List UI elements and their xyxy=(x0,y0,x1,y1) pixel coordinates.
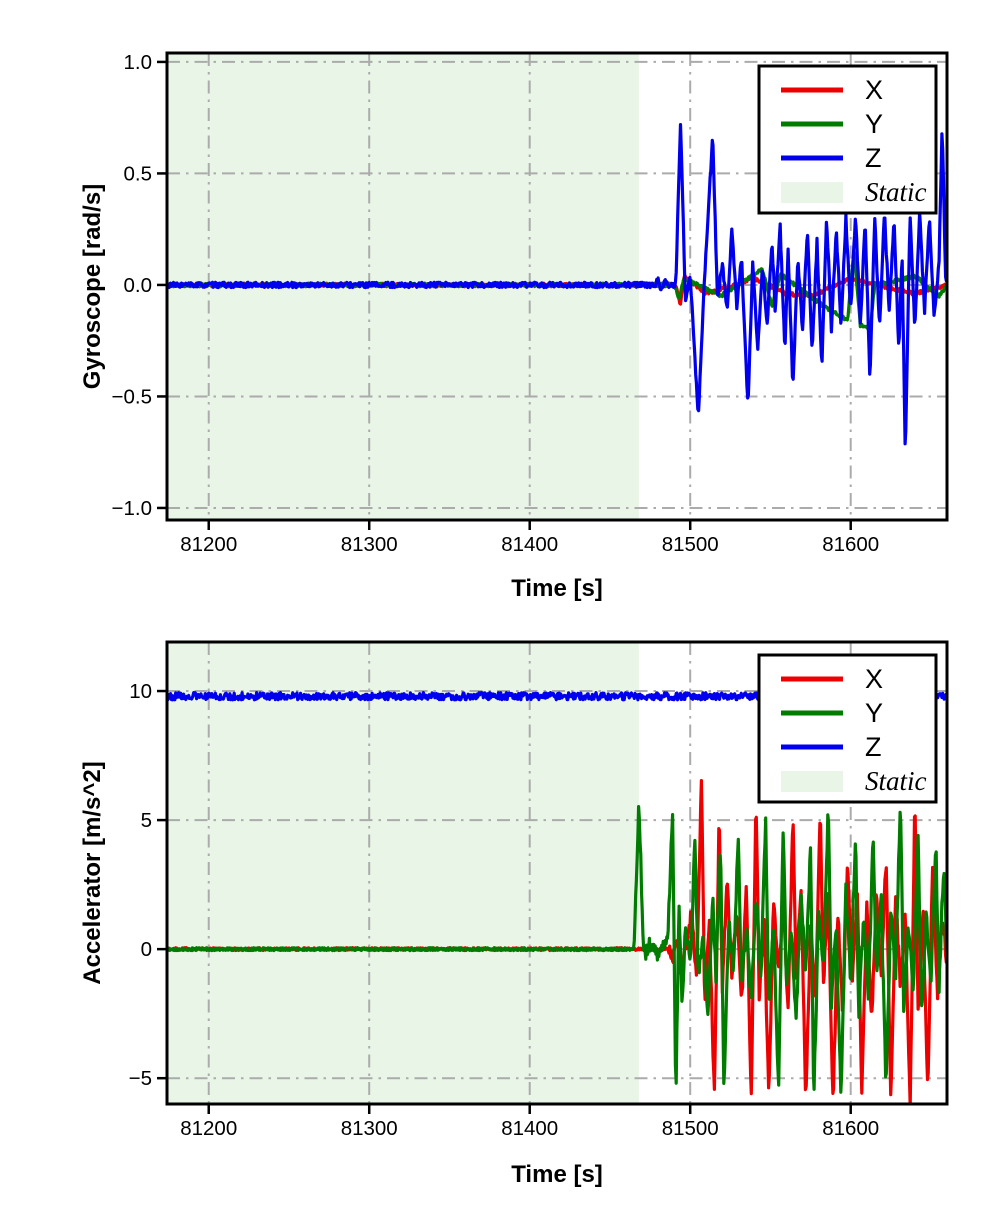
legend-label-x: X xyxy=(865,75,883,105)
x-tick-label: 81500 xyxy=(662,1117,719,1140)
x-tick-label: 81600 xyxy=(822,1117,879,1140)
legend-label-z: Z xyxy=(865,732,882,762)
y-tick-label: −5 xyxy=(129,1067,152,1090)
x-axis-label: Time [s] xyxy=(511,1161,603,1188)
x-tick-label: 81300 xyxy=(341,1117,398,1140)
y-tick-label: 1.0 xyxy=(124,51,153,74)
y-tick-label: 0.0 xyxy=(124,274,153,297)
y-tick-label: 0 xyxy=(141,938,152,961)
y-axis-label: Accelerator [m/s^2] xyxy=(79,761,106,984)
legend-label-y: Y xyxy=(865,698,883,728)
plot-area xyxy=(167,123,947,446)
x-tick-label: 81300 xyxy=(341,533,398,556)
axes-spine xyxy=(165,640,949,1106)
x-tick-label: 81500 xyxy=(662,533,719,556)
legend-label-static: Static xyxy=(865,177,927,207)
x-tick-label: 81400 xyxy=(501,533,558,556)
x-tick-label: 81200 xyxy=(180,533,237,556)
legend: XYZ Static xyxy=(757,653,938,804)
axes-spine xyxy=(165,51,949,522)
y-tick-label: 5 xyxy=(141,809,152,832)
x-tick-label: 81200 xyxy=(180,1117,237,1140)
x-tick-label: 81400 xyxy=(501,1117,558,1140)
legend-label-y: Y xyxy=(865,109,883,139)
x-tick-label: 81600 xyxy=(822,533,879,556)
legend-label-z: Z xyxy=(865,143,882,173)
x-axis-label: Time [s] xyxy=(511,575,603,602)
y-tick-label: −0.5 xyxy=(112,385,152,408)
series-y-line xyxy=(167,805,947,1094)
y-axis-label: Gyroscope [rad/s] xyxy=(79,184,106,389)
legend-swatch-static xyxy=(781,182,843,203)
legend-swatch-static xyxy=(781,771,843,792)
static-region-highlight xyxy=(167,642,639,1104)
y-tick-label: 0.5 xyxy=(124,162,153,185)
y-tick-label: 10 xyxy=(129,680,152,703)
legend-label-x: X xyxy=(865,664,883,694)
legend: XYZ Static xyxy=(757,64,938,215)
chart-accelerator: 81200 81300 81400 81500 81600 10 5 0 −5 Time [s] A… xyxy=(79,640,949,1188)
legend-label-static: Static xyxy=(865,766,927,796)
y-tick-label: −1.0 xyxy=(112,497,152,520)
chart-gyroscope: 81200 81300 81400 81500 81600 1.0 0.5 0.0 −0.5 −1… xyxy=(79,51,949,602)
series-z-line xyxy=(167,123,947,446)
